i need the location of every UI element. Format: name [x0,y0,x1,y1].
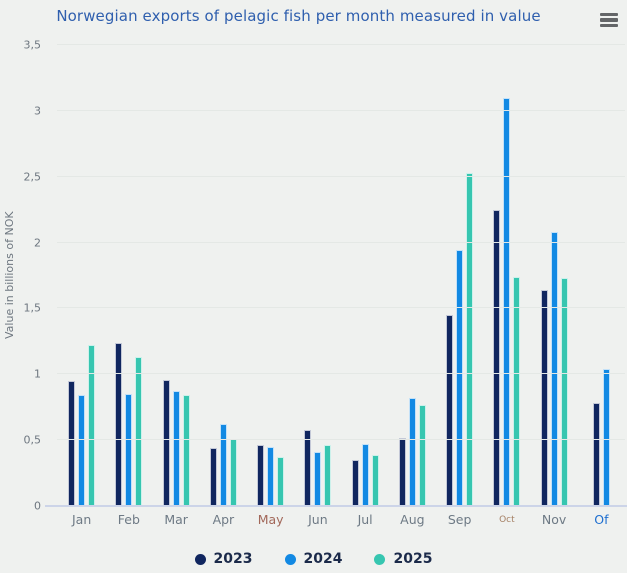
y-axis-labels: 0 0,5 1 1,5 2 2,5 3 3,5 [0,39,42,513]
bar-2024-jul[interactable] [361,444,369,506]
menu-bar [600,12,618,17]
bar-2024-of[interactable] [602,369,610,506]
bar-2023-jun[interactable] [304,429,312,506]
bar-2025-feb[interactable] [135,357,143,506]
bar-group-feb [105,45,152,506]
bar-2025-may[interactable] [277,457,285,506]
bar-2024-aug[interactable] [408,398,416,506]
bar-groups [58,45,625,506]
bar-2023-aug[interactable] [398,437,406,506]
x-tick-label-mar: Mar [164,512,188,527]
chart-title: Norwegian exports of pelagic fish per mo… [56,7,541,25]
bar-2024-mar[interactable] [172,391,180,506]
legend-marker-2025 [374,553,386,565]
x-tick-label-nov: Nov [541,512,567,527]
legend-label-2024: 2024 [303,551,343,567]
bar-group-apr [200,45,247,506]
legend-label-2025: 2025 [393,551,433,567]
x-tick-label-jun: Jun [308,512,328,527]
plot-area [45,44,627,507]
legend-item-2025[interactable]: 2025 [374,551,432,567]
y-tick-label: 0,5 [23,433,42,447]
bar-2025-jul[interactable] [371,454,379,506]
bar-2024-sep[interactable] [456,250,464,506]
y-tick-label: 2 [34,236,41,250]
bar-2024-apr[interactable] [219,424,227,506]
x-tick-label-feb: Feb [117,512,140,527]
y-tick-label: 1 [34,367,41,381]
bar-2025-sep[interactable] [466,172,474,506]
bar-2025-mar[interactable] [182,395,190,506]
legend-marker-2023 [194,553,206,565]
bar-group-of [578,45,625,506]
bar-2023-feb[interactable] [115,342,123,506]
x-axis-line [45,505,627,507]
bar-2024-jun[interactable] [314,452,322,506]
bar-2023-apr[interactable] [209,448,217,506]
legend-label-2023: 2023 [213,551,253,567]
menu-bar [600,23,618,28]
x-tick-label-sep: Sep [447,512,472,527]
bar-2023-mar[interactable] [162,379,170,506]
bar-2023-jan[interactable] [68,380,76,506]
gridline [57,109,625,111]
gridline [57,175,625,177]
bar-2023-oct[interactable] [493,209,501,506]
bar-2025-aug[interactable] [418,404,426,506]
gridline [57,44,625,45]
bar-group-oct [483,45,530,506]
bar-2024-nov[interactable] [550,232,558,506]
bar-2024-feb[interactable] [125,394,133,506]
x-tick-label-jan: Jan [71,512,92,527]
x-axis-labels: Jan Feb Mar Apr May Jun Jul Aug Sep Oct Nov Of [58,512,625,528]
bar-group-sep [436,45,483,506]
bar-2024-may[interactable] [267,446,275,506]
menu-bar [600,18,618,22]
bar-group-jul [342,45,389,506]
y-tick-label: 3 [34,104,41,118]
x-tick-label-aug: Aug [400,512,425,527]
x-tick-label-of: Of [594,512,609,527]
bar-2024-jan[interactable] [78,395,86,506]
y-tick-label: 3,5 [23,38,42,52]
bar-group-aug [389,45,436,506]
bar-2025-jun[interactable] [324,445,332,506]
bar-2023-nov[interactable] [540,290,548,506]
gridline [57,241,625,243]
legend-item-2023[interactable]: 2023 [194,551,253,567]
bar-2025-nov[interactable] [560,278,568,506]
bar-group-nov [531,45,578,506]
bar-group-mar [153,45,200,506]
bar-2025-apr[interactable] [229,438,237,506]
bar-2025-jan[interactable] [88,345,96,506]
x-tick-label-may: May [257,512,284,527]
bar-2023-jul[interactable] [351,459,359,506]
legend: 2023 2024 2025 [0,547,627,571]
hamburger-menu-icon[interactable] [600,10,620,30]
x-tick-label-oct: Oct [499,515,515,525]
x-tick-label-jul: Jul [357,512,373,527]
gridline [57,439,625,441]
y-tick-label: 1,5 [23,301,42,315]
y-tick-label: 0 [34,499,41,513]
bar-group-jan [58,45,105,506]
bar-2024-oct[interactable] [503,97,511,506]
bar-2023-of[interactable] [592,403,600,506]
bar-2023-sep[interactable] [446,315,454,506]
bar-group-jun [294,45,341,506]
gridline [57,307,625,309]
x-tick-label-apr: Apr [212,512,235,527]
legend-marker-2024 [284,553,296,565]
bar-group-may [247,45,294,506]
legend-item-2024[interactable]: 2024 [284,551,343,567]
gridline [57,373,625,375]
bar-2025-oct[interactable] [513,276,521,506]
bar-2023-may[interactable] [257,445,265,506]
y-tick-label: 2,5 [23,170,42,184]
